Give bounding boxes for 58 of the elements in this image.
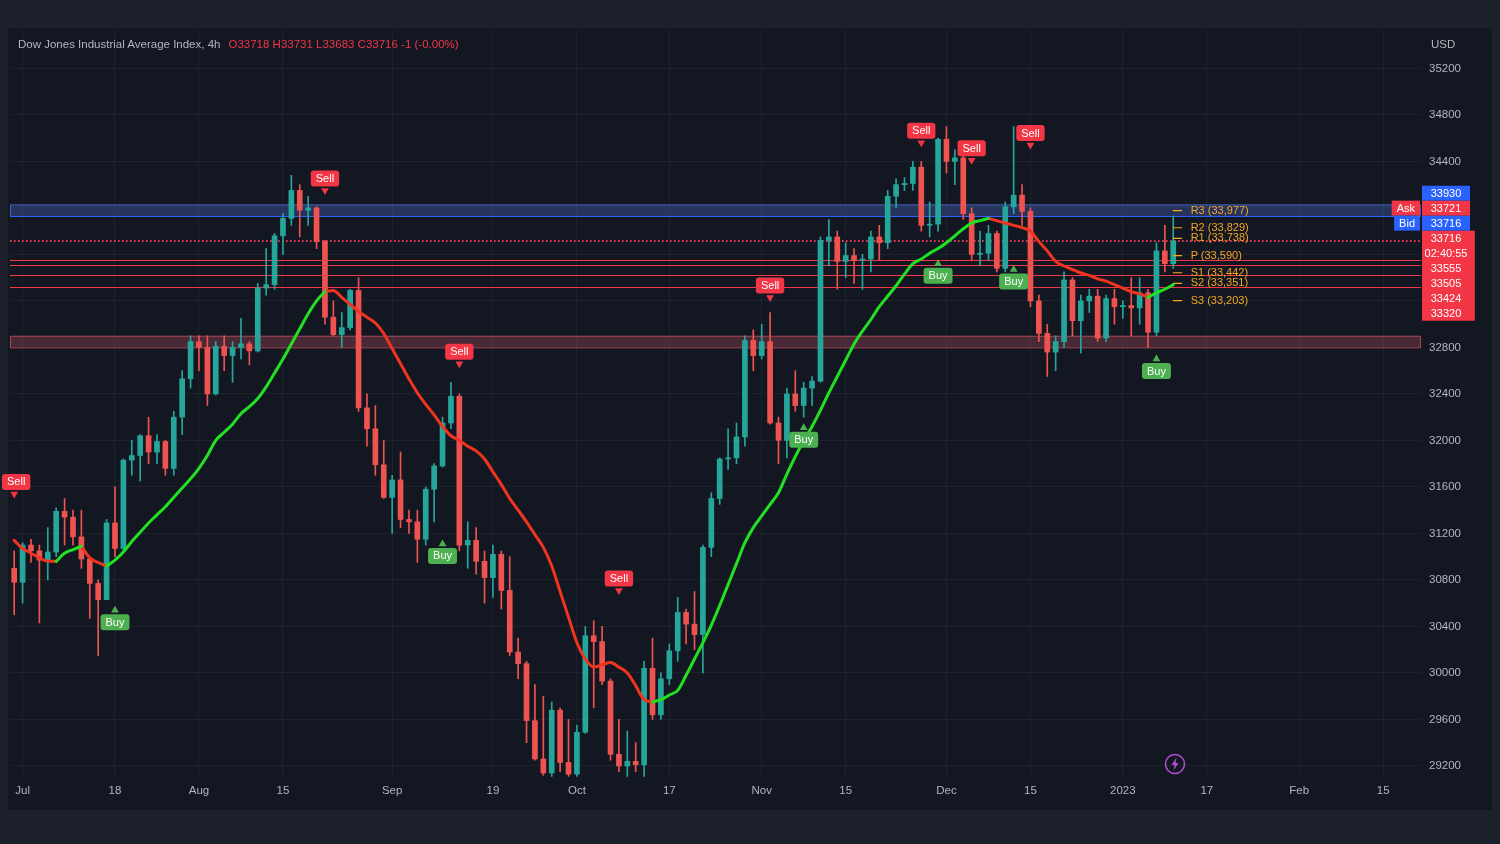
y-tick-label: 34400	[1429, 154, 1461, 167]
series-label: R2 (33,829)	[1190, 220, 1249, 233]
y-tick-label: 32000	[1429, 433, 1461, 446]
ref-line-label: 33424	[1430, 291, 1462, 304]
ref-line-label: 33930	[1430, 186, 1462, 199]
ref-line-label: 33505	[1430, 276, 1462, 289]
x-tick-label: Jul	[15, 784, 30, 797]
data-label: Buy	[928, 269, 949, 282]
data-label: Buy	[105, 615, 125, 628]
data-label: Sell	[7, 475, 26, 488]
y-tick-label: 31600	[1429, 480, 1461, 493]
data-label: Buy	[1004, 275, 1024, 288]
ref-line-label: 33716 02:40:55	[1424, 231, 1468, 259]
x-tick-label: 15	[1376, 784, 1390, 797]
y-tick-label: 32400	[1429, 387, 1461, 400]
y-tick-label: 32800	[1429, 340, 1461, 353]
text: Bid 33716	[1399, 216, 1462, 229]
x-tick-label: Dec	[936, 784, 957, 797]
data-label: Sell	[609, 571, 629, 584]
data-label: Sell	[315, 171, 335, 184]
y-tick-label: 29600	[1429, 712, 1461, 725]
text: Dow Jones Industrial Average Index, 4h	[18, 38, 221, 50]
x-tick-label: 2023	[1110, 784, 1136, 797]
text: Ask 33721	[1396, 201, 1462, 214]
data-label: Buy	[433, 549, 453, 562]
data-label: Sell	[912, 124, 931, 137]
series-label: R3 (33,977)	[1190, 203, 1249, 216]
data-label: Sell	[962, 141, 981, 154]
data-label: Buy	[1146, 364, 1167, 377]
data-label: Sell	[1021, 126, 1040, 139]
ref-line-label: 33555	[1430, 261, 1462, 274]
y-axis-title: USD	[1431, 38, 1456, 50]
series-label: P (33,590)	[1190, 248, 1242, 261]
x-tick-label: 17	[662, 784, 676, 797]
x-tick-label: Aug	[188, 784, 210, 797]
ref-line-label: 33320	[1430, 306, 1462, 319]
x-tick-label: Nov	[751, 784, 773, 797]
x-tick-label: Sep	[381, 784, 403, 797]
y-tick-label: 30000	[1429, 666, 1461, 679]
x-tick-label: 17	[1200, 784, 1214, 797]
data-label: Sell	[450, 345, 469, 358]
y-tick-label: 30400	[1429, 619, 1461, 632]
x-tick-label: 15	[1024, 784, 1037, 797]
x-tick-label: 18	[108, 784, 122, 797]
y-tick-label: 29200	[1429, 759, 1461, 772]
text: O33718 H33731 L33683 C33716 -1 (-0.00%)	[228, 38, 459, 50]
x-tick-label: 15	[839, 784, 853, 797]
x-tick-label: Oct	[567, 784, 587, 797]
y-tick-label: 31200	[1429, 526, 1461, 539]
y-tick-label: 34800	[1429, 108, 1461, 121]
x-tick-label: Feb	[1289, 784, 1310, 797]
series-label: S3 (33,203)	[1190, 293, 1249, 306]
x-tick-label: 19	[486, 784, 500, 797]
data-label: Sell	[760, 278, 780, 291]
x-tick-label: 15	[276, 784, 290, 797]
y-tick-label: 35200	[1429, 61, 1461, 74]
y-tick-label: 30800	[1429, 573, 1461, 586]
series-label: S1 (33,442)	[1190, 265, 1249, 278]
